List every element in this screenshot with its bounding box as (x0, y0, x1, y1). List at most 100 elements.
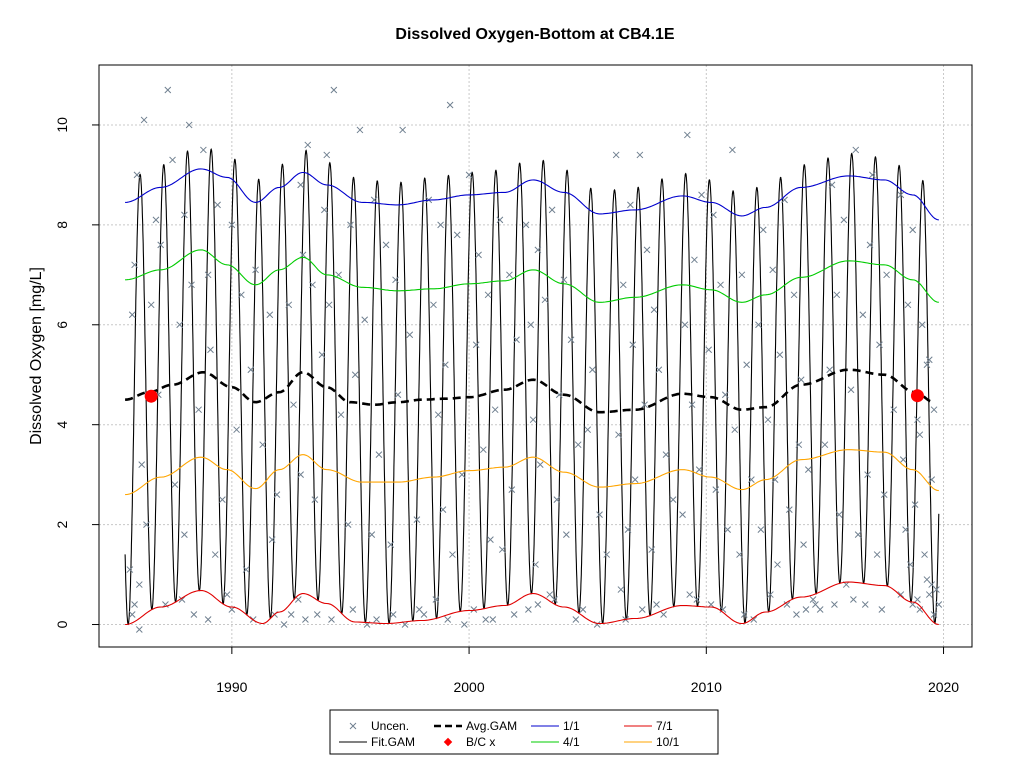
uncensored-point-2 (185, 121, 193, 129)
uncensored-point-173 (705, 346, 713, 354)
legend-label-3: B/C x (466, 735, 495, 749)
uncensored-point-151 (629, 341, 637, 349)
uncensored-point-99 (506, 271, 513, 279)
y-tick-label-0: 0 (54, 620, 70, 628)
uncensored-point-165 (683, 131, 691, 139)
uncensored-point-195 (776, 351, 784, 359)
uncensored-point-222 (821, 441, 829, 449)
uncensored-point-110 (449, 551, 456, 558)
uncensored-point-202 (757, 526, 765, 533)
uncensored-point-217 (859, 311, 867, 319)
uncensored-point-176 (721, 391, 729, 399)
uncensored-point-118 (460, 621, 468, 628)
uncensored-point-201 (785, 506, 793, 513)
x-tick-label-3: 2020 (928, 679, 959, 695)
uncensored-point-172 (681, 321, 689, 329)
uncensored-point-249 (906, 561, 914, 568)
uncensored-point-187 (740, 611, 748, 618)
uncensored-point-182 (724, 526, 732, 533)
uncensored-point-227 (873, 551, 881, 558)
legend-symbol-3 (443, 737, 453, 747)
uncensored-point-189 (750, 616, 758, 623)
uncensored-point-72 (375, 451, 383, 459)
uncensored-point-157 (669, 496, 677, 503)
uncensored-point-79 (368, 531, 376, 538)
uncensored-point-131 (536, 461, 544, 469)
bc-points (144, 389, 924, 403)
uncensored-point-38 (204, 616, 212, 623)
x-tick-label-0: 1990 (216, 679, 247, 695)
uncensored-point-5 (169, 156, 176, 164)
uncensored-point-76 (387, 541, 395, 548)
uncensored-point-247 (902, 526, 909, 533)
uncensored-point-23 (195, 406, 202, 414)
uncensored-point-85 (302, 616, 309, 623)
uncensored-point-243 (899, 456, 907, 464)
uncensored-point-188 (693, 596, 701, 603)
uncensored-point-160 (617, 586, 625, 593)
legend-symbol-0 (349, 722, 357, 730)
uncensored-point-224 (880, 491, 888, 498)
uncensored-point-0 (140, 116, 148, 124)
uncensored-point-48 (280, 621, 288, 628)
uncensored-point-107 (508, 486, 516, 493)
uncensored-point-219 (826, 366, 834, 374)
uncensored-point-27 (171, 481, 179, 488)
uncensored-point-114 (470, 606, 478, 613)
uncensored-point-129 (529, 416, 537, 424)
uncensored-point-100 (441, 361, 449, 369)
legend-box (329, 709, 719, 755)
uncensored-point-54 (297, 181, 304, 189)
uncensored-point-193 (790, 291, 798, 299)
uncensored-point-28 (219, 496, 226, 503)
uncensored-point-59 (382, 241, 390, 249)
uncensored-point-45 (126, 566, 134, 573)
uncensored-point-145 (612, 151, 620, 159)
uncensored-point-178 (695, 466, 703, 474)
uncensored-point-153 (641, 401, 648, 409)
uncensored-point-146 (636, 151, 644, 159)
series-line-1 (125, 249, 939, 303)
uncensored-points (126, 86, 943, 633)
uncensored-point-55 (321, 206, 328, 214)
legend-label-1: Fit.GAM (371, 735, 415, 749)
uncensored-point-164 (653, 601, 660, 608)
legend: Uncen. Fit.GAM Avg.GAM B/C x 1/1 4/1 7/1 10/1 (329, 709, 719, 755)
uncensored-point-148 (643, 246, 651, 254)
uncensored-point-67 (318, 351, 326, 359)
uncensored-point-64 (309, 281, 316, 289)
uncensored-point-73 (394, 391, 402, 399)
uncensored-point-192 (769, 266, 777, 274)
uncensored-point-13 (252, 266, 259, 274)
x-axis: 1990 2000 2010 2020 (216, 647, 959, 695)
uncensored-point-136 (532, 561, 539, 568)
uncensored-point-113 (444, 616, 452, 623)
uncensored-point-205 (767, 591, 774, 598)
grid (99, 65, 972, 647)
uncensored-point-4 (133, 171, 141, 179)
uncensored-point-141 (572, 616, 580, 623)
uncensored-point-181 (679, 511, 686, 518)
uncensored-point-18 (176, 321, 184, 329)
uncensored-point-170 (717, 281, 724, 289)
uncensored-point-144 (579, 606, 587, 613)
uncensored-point-97 (430, 301, 437, 309)
legend-label-4: 1/1 (563, 719, 580, 733)
uncensored-point-17 (128, 311, 136, 319)
uncensored-point-167 (698, 191, 705, 199)
uncensored-point-83 (373, 616, 380, 623)
y-axis-label: Dissolved Oxygen [mg/L] (28, 267, 45, 445)
uncensored-point-111 (498, 546, 506, 553)
uncensored-point-116 (510, 611, 518, 618)
x-tick-label-1: 2000 (453, 679, 484, 695)
series-line-avg-gam (125, 368, 935, 414)
uncensored-point-47 (135, 626, 143, 633)
uncensored-point-25 (259, 441, 267, 449)
uncensored-point-149 (619, 281, 627, 289)
uncensored-point-93 (437, 221, 444, 229)
uncensored-point-132 (584, 426, 592, 434)
fit-gam-series (124, 148, 940, 626)
uncensored-point-123 (560, 276, 568, 284)
uncensored-point-190 (759, 226, 767, 234)
